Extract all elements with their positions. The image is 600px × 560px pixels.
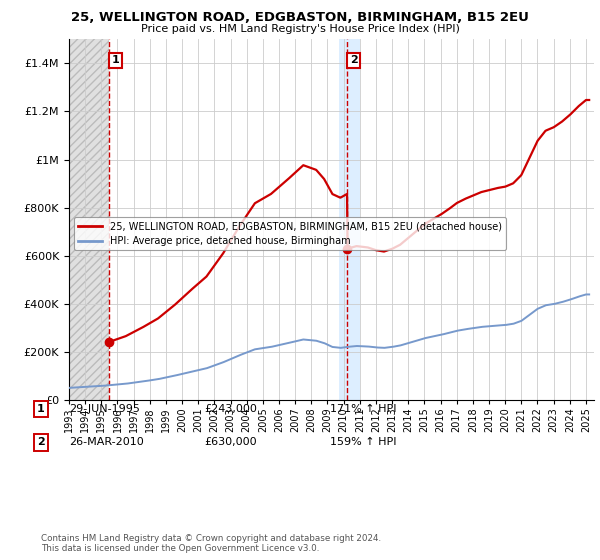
Text: £630,000: £630,000 (204, 437, 257, 447)
Text: 159% ↑ HPI: 159% ↑ HPI (330, 437, 397, 447)
Text: £243,000: £243,000 (204, 404, 257, 414)
Text: 29-JUN-1995: 29-JUN-1995 (69, 404, 140, 414)
Text: 2: 2 (37, 437, 44, 447)
Text: 1: 1 (112, 55, 119, 66)
Text: Contains HM Land Registry data © Crown copyright and database right 2024.
This d: Contains HM Land Registry data © Crown c… (41, 534, 381, 553)
Text: 26-MAR-2010: 26-MAR-2010 (69, 437, 144, 447)
Text: 2: 2 (350, 55, 358, 66)
Text: 1: 1 (37, 404, 44, 414)
Text: Price paid vs. HM Land Registry's House Price Index (HPI): Price paid vs. HM Land Registry's House … (140, 24, 460, 34)
Bar (69, 39, 109, 400)
Legend: 25, WELLINGTON ROAD, EDGBASTON, BIRMINGHAM, B15 2EU (detached house), HPI: Avera: 25, WELLINGTON ROAD, EDGBASTON, BIRMINGH… (74, 217, 506, 250)
Text: 171% ↑ HPI: 171% ↑ HPI (330, 404, 397, 414)
Bar (339, 39, 360, 400)
Text: 25, WELLINGTON ROAD, EDGBASTON, BIRMINGHAM, B15 2EU: 25, WELLINGTON ROAD, EDGBASTON, BIRMINGH… (71, 11, 529, 24)
